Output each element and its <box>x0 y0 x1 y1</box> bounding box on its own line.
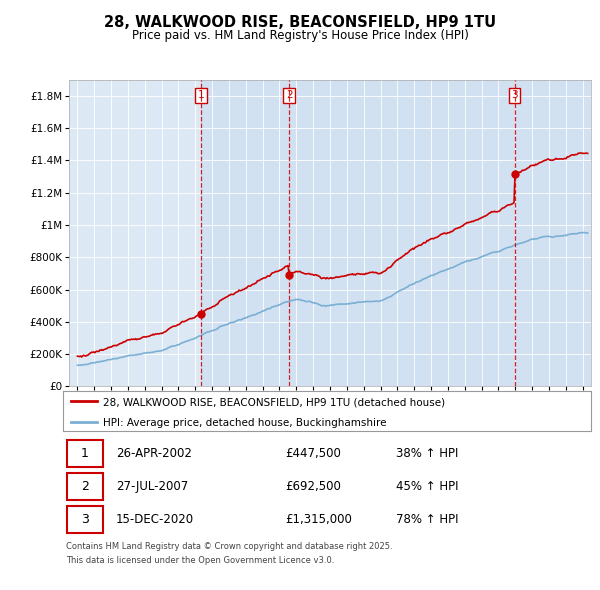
Text: 15-DEC-2020: 15-DEC-2020 <box>116 513 194 526</box>
FancyBboxPatch shape <box>67 506 103 533</box>
Text: 2: 2 <box>286 90 292 100</box>
Text: 27-JUL-2007: 27-JUL-2007 <box>116 480 188 493</box>
Text: 3: 3 <box>81 513 89 526</box>
Text: 1: 1 <box>81 447 89 460</box>
Bar <box>200 80 289 386</box>
Text: £1,315,000: £1,315,000 <box>285 513 352 526</box>
Text: 78% ↑ HPI: 78% ↑ HPI <box>395 513 458 526</box>
FancyBboxPatch shape <box>67 440 103 467</box>
Text: 28, WALKWOOD RISE, BEACONSFIELD, HP9 1TU: 28, WALKWOOD RISE, BEACONSFIELD, HP9 1TU <box>104 15 496 30</box>
Text: 1: 1 <box>197 90 204 100</box>
Text: 28, WALKWOOD RISE, BEACONSFIELD, HP9 1TU (detached house): 28, WALKWOOD RISE, BEACONSFIELD, HP9 1TU… <box>103 397 445 407</box>
Text: This data is licensed under the Open Government Licence v3.0.: This data is licensed under the Open Gov… <box>66 556 334 565</box>
Text: 45% ↑ HPI: 45% ↑ HPI <box>395 480 458 493</box>
Text: HPI: Average price, detached house, Buckinghamshire: HPI: Average price, detached house, Buck… <box>103 418 386 428</box>
Text: 3: 3 <box>511 90 518 100</box>
Text: Price paid vs. HM Land Registry's House Price Index (HPI): Price paid vs. HM Land Registry's House … <box>131 30 469 42</box>
Bar <box>289 80 515 386</box>
Text: £447,500: £447,500 <box>285 447 341 460</box>
Text: 26-APR-2002: 26-APR-2002 <box>116 447 191 460</box>
FancyBboxPatch shape <box>67 473 103 500</box>
Text: Contains HM Land Registry data © Crown copyright and database right 2025.: Contains HM Land Registry data © Crown c… <box>66 542 392 550</box>
Text: 2: 2 <box>81 480 89 493</box>
Text: 38% ↑ HPI: 38% ↑ HPI <box>395 447 458 460</box>
Text: £692,500: £692,500 <box>285 480 341 493</box>
Bar <box>515 80 591 386</box>
